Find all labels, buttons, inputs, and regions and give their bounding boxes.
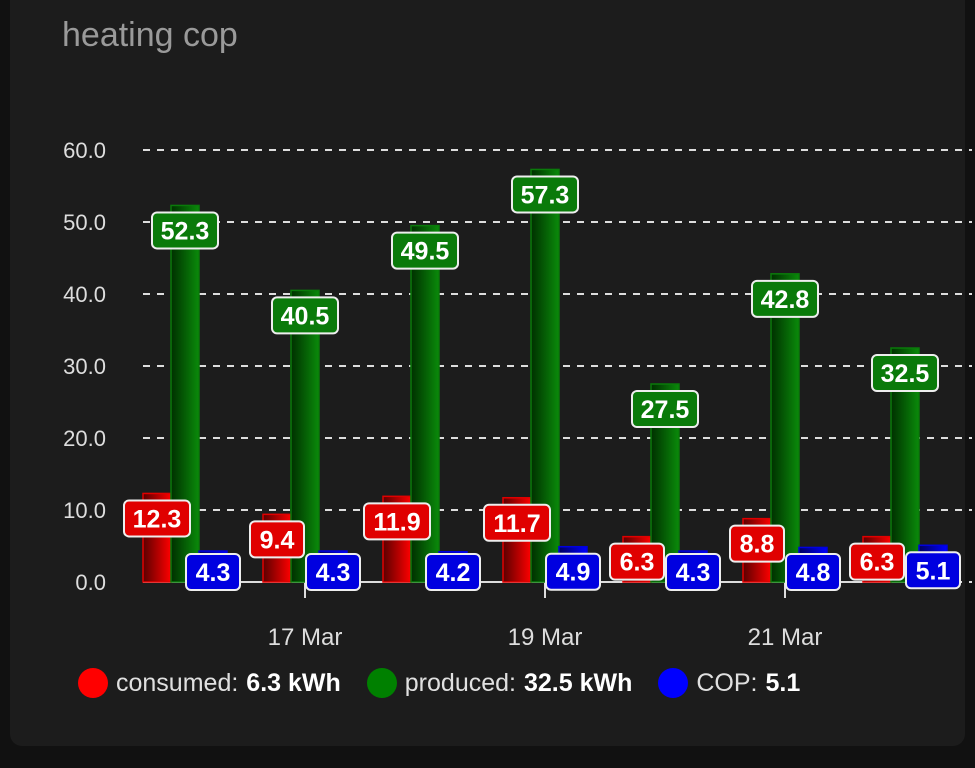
svg-text:12.3: 12.3 bbox=[133, 505, 182, 533]
legend-item-produced[interactable]: produced: 32.5 kWh bbox=[366, 668, 633, 698]
produced-data-label: 42.8 bbox=[751, 279, 819, 318]
x-tick-label: 21 Mar bbox=[748, 624, 823, 651]
cop-data-label: 5.1 bbox=[905, 551, 961, 590]
svg-text:11.9: 11.9 bbox=[373, 508, 420, 536]
svg-text:11.7: 11.7 bbox=[493, 510, 540, 538]
legend: consumed: 6.3 kWh produced: 32.5 kWh COP… bbox=[78, 668, 800, 698]
legend-item-consumed[interactable]: consumed: 6.3 kWh bbox=[78, 668, 341, 698]
svg-text:6.3: 6.3 bbox=[620, 549, 655, 577]
cop-data-label: 4.3 bbox=[665, 553, 721, 591]
svg-text:4.8: 4.8 bbox=[796, 559, 831, 587]
svg-text:5.1: 5.1 bbox=[916, 557, 951, 585]
svg-text:52.3: 52.3 bbox=[161, 217, 210, 245]
x-tick-label: 19 Mar bbox=[508, 624, 583, 651]
consumed-dot-icon bbox=[78, 668, 108, 698]
produced-data-label: 40.5 bbox=[271, 296, 339, 335]
y-tick-label: 30.0 bbox=[63, 354, 106, 379]
consumed-data-label: 9.4 bbox=[249, 520, 305, 559]
produced-data-label: 27.5 bbox=[631, 390, 699, 428]
svg-text:9.4: 9.4 bbox=[260, 526, 295, 554]
chart-card: heating cop bbox=[10, 0, 965, 746]
y-tick-label: 50.0 bbox=[63, 210, 106, 235]
legend-item-cop[interactable]: COP: 5.1 bbox=[658, 668, 800, 698]
svg-text:49.5: 49.5 bbox=[401, 238, 450, 266]
y-tick-label: 0.0 bbox=[75, 570, 106, 595]
produced-data-label: 52.3 bbox=[151, 211, 219, 250]
cop-data-label: 4.9 bbox=[545, 552, 601, 591]
svg-text:4.3: 4.3 bbox=[676, 559, 711, 587]
legend-value: 6.3 kWh bbox=[246, 668, 341, 697]
svg-text:4.3: 4.3 bbox=[196, 559, 231, 587]
svg-text:6.3: 6.3 bbox=[860, 549, 895, 577]
consumed-data-label: 6.3 bbox=[609, 542, 665, 581]
card-title: heating cop bbox=[62, 16, 238, 54]
svg-text:8.8: 8.8 bbox=[740, 531, 775, 559]
legend-label: COP: bbox=[696, 668, 758, 697]
y-tick-label: 20.0 bbox=[63, 426, 106, 451]
y-tick-label: 10.0 bbox=[63, 498, 106, 523]
consumed-data-label: 12.3 bbox=[123, 499, 191, 538]
legend-label: consumed: bbox=[116, 668, 239, 697]
y-tick-label: 40.0 bbox=[63, 282, 106, 307]
consumed-data-label: 11.7 bbox=[483, 503, 551, 542]
consumed-data-label: 11.9 bbox=[363, 502, 431, 541]
cop-dot-icon bbox=[658, 668, 689, 698]
legend-label: produced: bbox=[404, 668, 516, 697]
svg-text:4.9: 4.9 bbox=[556, 559, 591, 587]
cop-data-label: 4.8 bbox=[785, 553, 841, 591]
legend-value: 32.5 kWh bbox=[523, 668, 633, 697]
svg-text:32.5: 32.5 bbox=[881, 360, 930, 388]
consumed-data-label: 8.8 bbox=[729, 524, 785, 563]
x-tick-label: 17 Mar bbox=[268, 624, 343, 651]
cop-data-label: 4.3 bbox=[305, 553, 361, 591]
svg-text:27.5: 27.5 bbox=[641, 396, 690, 424]
y-tick-label: 60.0 bbox=[63, 138, 106, 163]
svg-text:57.3: 57.3 bbox=[521, 181, 570, 209]
svg-text:42.8: 42.8 bbox=[761, 286, 810, 314]
svg-text:40.5: 40.5 bbox=[281, 302, 330, 330]
cop-data-label: 4.3 bbox=[185, 553, 241, 591]
legend-value: 5.1 bbox=[765, 668, 801, 697]
cop-data-label: 4.2 bbox=[425, 553, 481, 591]
svg-text:4.3: 4.3 bbox=[316, 559, 351, 587]
consumed-data-label: 6.3 bbox=[849, 542, 905, 581]
produced-data-label: 49.5 bbox=[391, 231, 459, 270]
produced-data-label: 57.3 bbox=[511, 175, 579, 214]
svg-text:4.2: 4.2 bbox=[436, 559, 471, 587]
produced-data-label: 32.5 bbox=[871, 354, 939, 392]
produced-dot-icon bbox=[366, 668, 397, 698]
